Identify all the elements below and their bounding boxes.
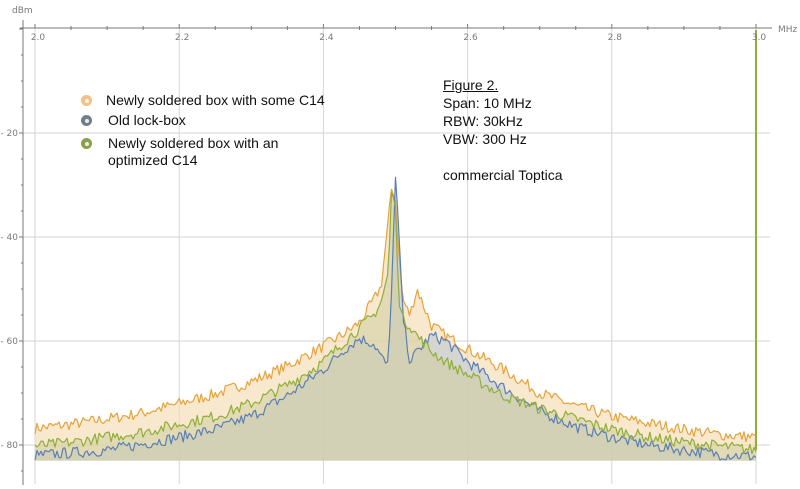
x-tick-label: 2.2 xyxy=(175,33,189,43)
rbw-note: RBW: 30kHz xyxy=(443,113,523,129)
vbw-note: VBW: 300 Hz xyxy=(443,131,527,147)
y-axis-unit: dBm xyxy=(12,6,33,16)
series-lines xyxy=(34,30,757,461)
span-note: Span: 10 MHz xyxy=(443,95,532,111)
legend-label: Newly soldered box with an optimized C14 xyxy=(108,135,279,168)
spacer xyxy=(443,148,563,166)
axes: 2.0 2.2 2.4 2.6 2.8 3.0 - 20 - 40 - 60 - 80 dBm MHz xyxy=(0,6,798,485)
legend-label: Newly soldered box with some C14 xyxy=(106,92,325,108)
x-axis-unit: MHz xyxy=(778,25,798,35)
y-tick-label: - 60 xyxy=(0,337,18,347)
legend-item-newly-soldered-some-c14: Newly soldered box with some C14 xyxy=(78,92,325,109)
x-tick-label: 2.0 xyxy=(31,33,46,43)
y-tick-label: - 80 xyxy=(0,441,18,451)
x-tick-label: 2.6 xyxy=(463,33,478,43)
y-tick-label: - 40 xyxy=(0,233,18,243)
legend-marker-green-icon xyxy=(81,138,92,149)
figure-title: Figure 2. xyxy=(443,77,499,93)
y-tick-label: - 20 xyxy=(0,129,18,139)
x-tick-label: 2.4 xyxy=(319,33,334,43)
legend: Newly soldered box with some C14 Old loc… xyxy=(78,92,325,172)
legend-label: Old lock-box xyxy=(108,112,186,128)
legend-item-old-lock-box: Old lock-box xyxy=(78,112,325,129)
source-note: commercial Toptica xyxy=(443,167,563,183)
legend-marker-gray-icon xyxy=(81,115,92,126)
legend-marker-orange-icon xyxy=(81,95,92,106)
x-tick-label: 3.0 xyxy=(752,33,767,43)
figure-notes: Figure 2. Span: 10 MHz RBW: 30kHz VBW: 3… xyxy=(443,76,563,184)
legend-item-newly-soldered-optimized-c14: Newly soldered box with an optimized C14 xyxy=(78,135,308,169)
x-tick-label: 2.8 xyxy=(608,33,623,43)
